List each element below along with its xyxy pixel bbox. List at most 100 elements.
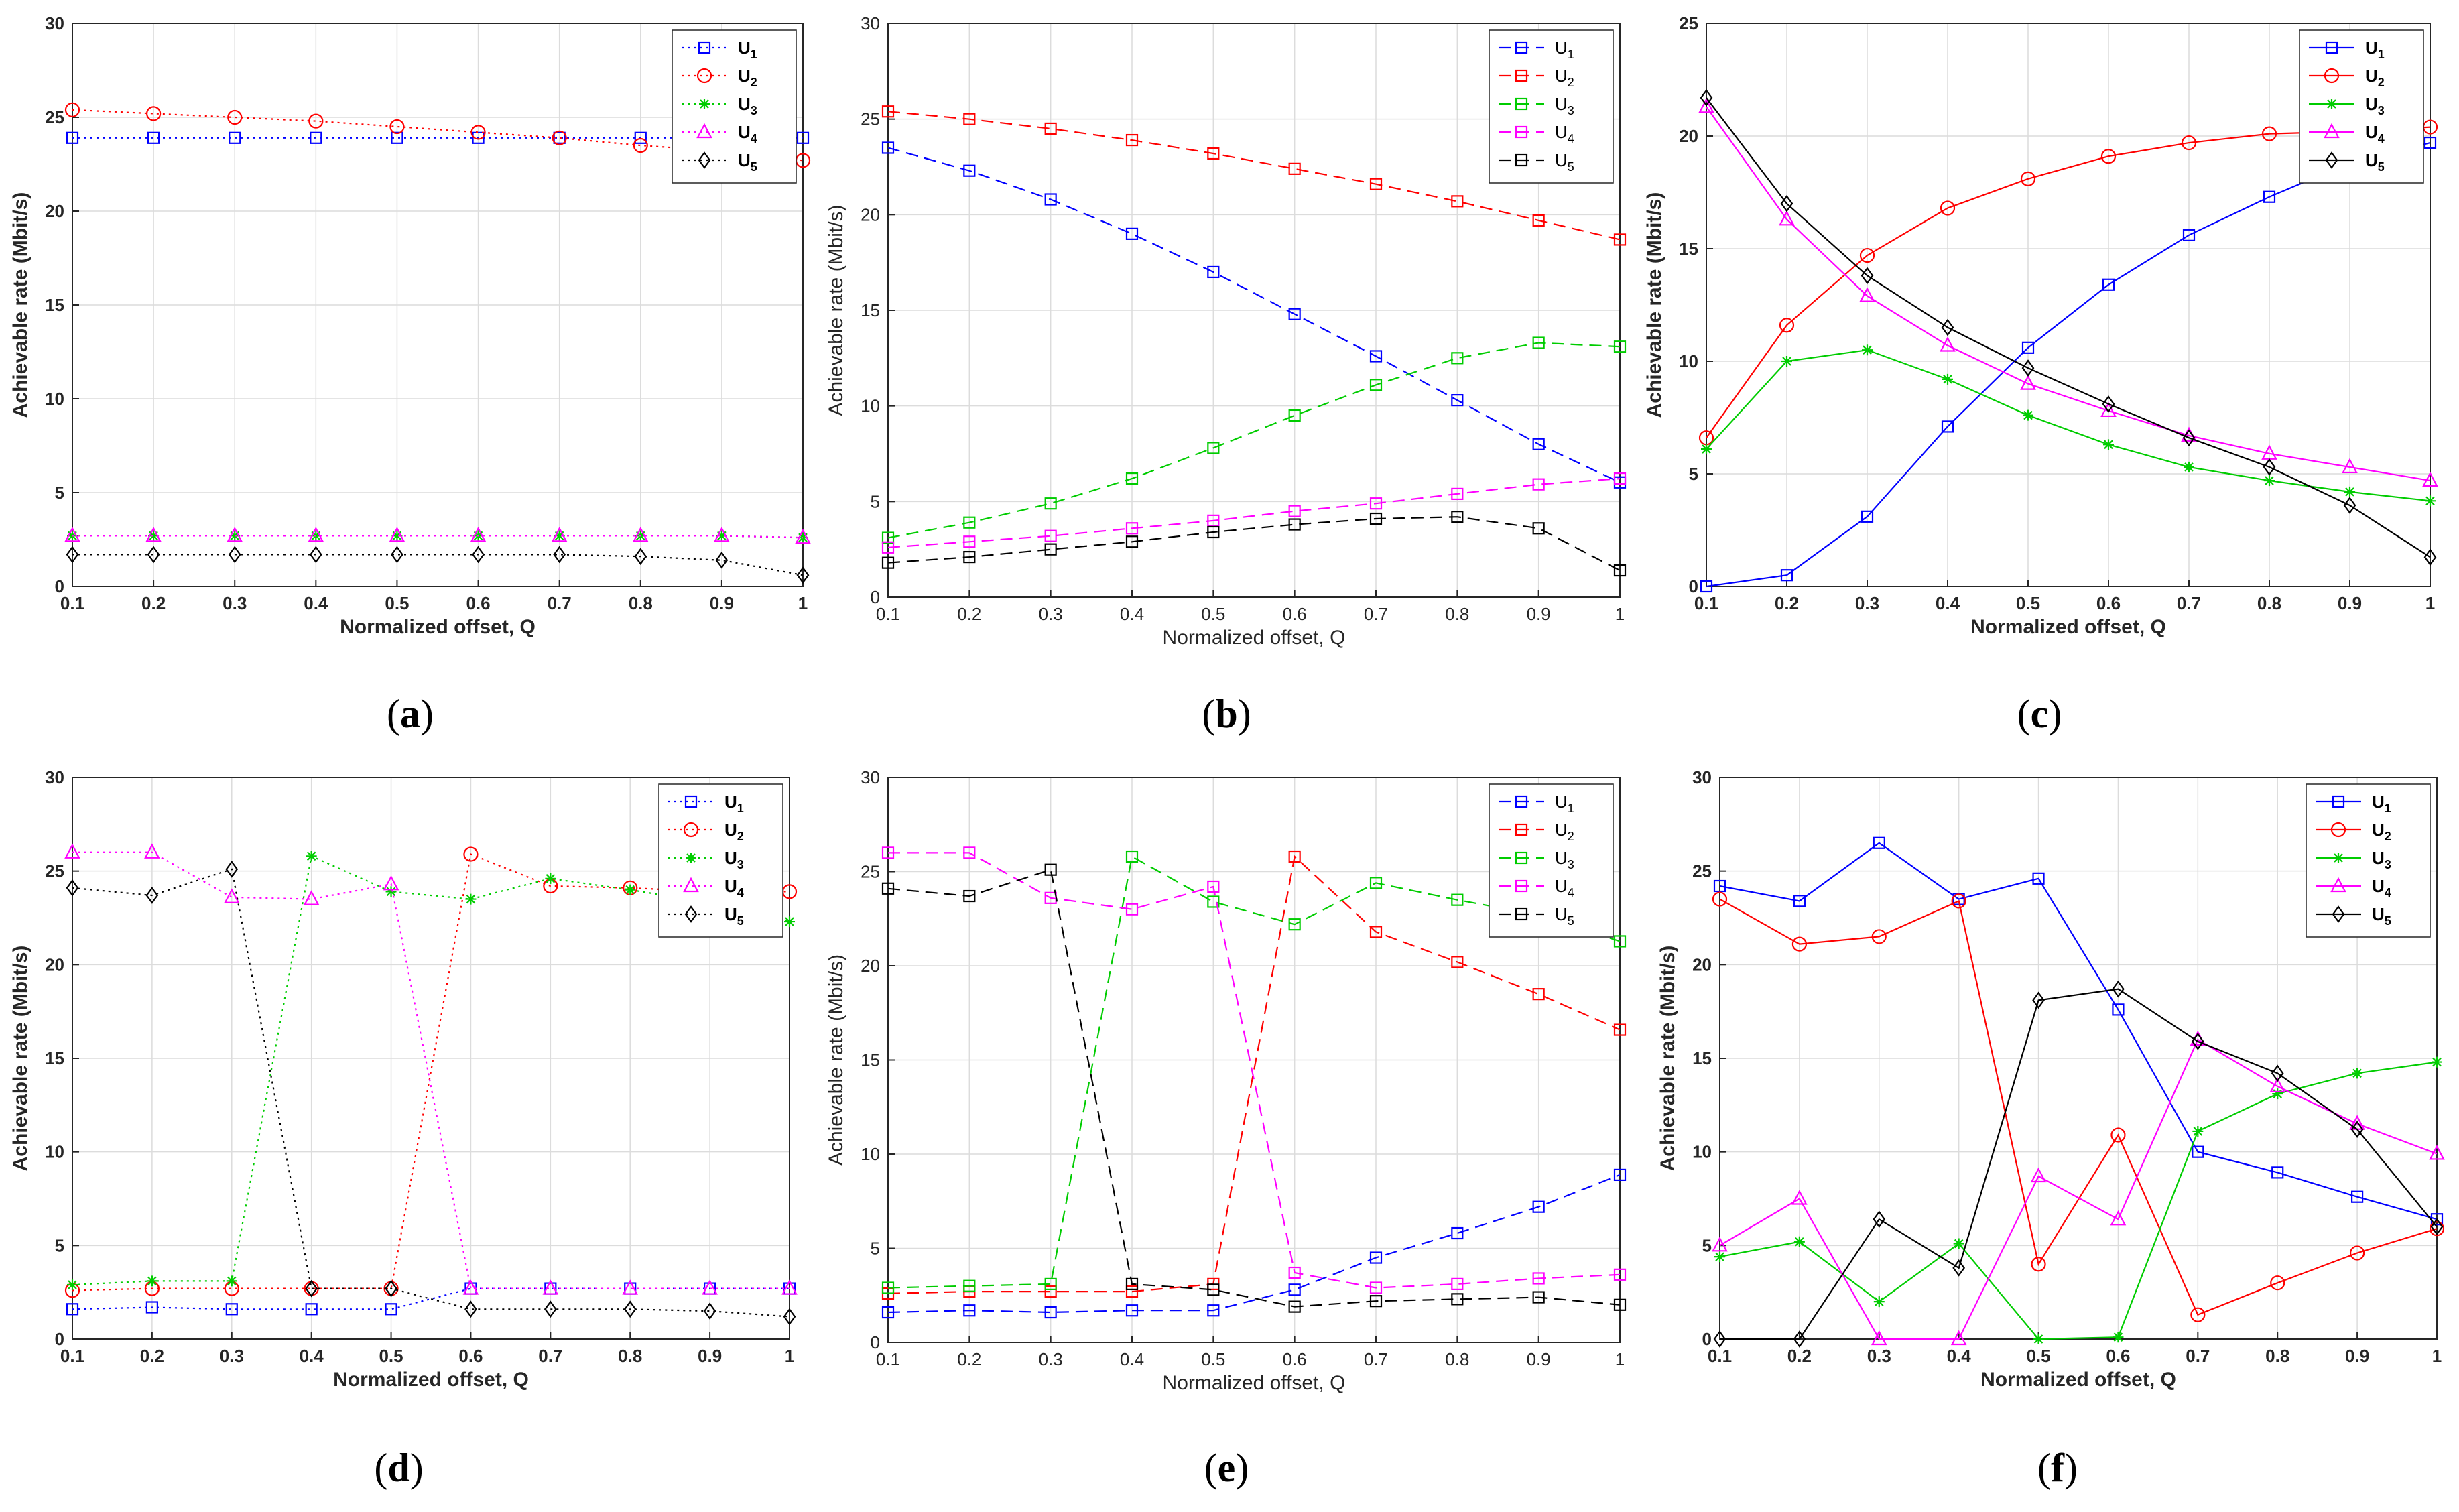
series-marker (1369, 512, 1383, 525)
series-marker (229, 530, 241, 542)
y-tick-label: 15 (861, 1050, 880, 1070)
x-tick-label: 0.1 (60, 1346, 84, 1366)
series-marker (2270, 1275, 2285, 1291)
series-marker (2102, 278, 2115, 291)
series-marker (1125, 472, 1139, 485)
series-marker (1714, 1251, 1725, 1263)
series-marker (1044, 122, 1057, 135)
series-marker (2326, 99, 2337, 109)
series-marker (2324, 68, 2340, 84)
series-marker (472, 546, 485, 564)
series-marker (1532, 438, 1545, 450)
y-tick-label: 10 (45, 1142, 64, 1162)
x-tick-label: 0.8 (1445, 604, 1469, 624)
series-marker (545, 873, 556, 884)
legend-label: U3 (2365, 94, 2385, 117)
series-marker (1791, 1190, 1808, 1205)
series-marker (309, 546, 322, 564)
series-marker (2344, 486, 2355, 497)
series-marker (881, 541, 895, 554)
series-marker (963, 536, 976, 548)
series-marker (1613, 1268, 1627, 1281)
series-marker (963, 1304, 976, 1317)
series-marker (1613, 1298, 1627, 1311)
series-marker (391, 131, 403, 144)
chart-panel-3: 0.1 0.2 0.3 0.4 0.5 0.6 0.7 0.8 0.9 10510152025No… (1643, 13, 2438, 736)
series-marker (881, 882, 895, 895)
series-marker (963, 846, 976, 859)
series-marker (1451, 394, 1464, 407)
series-marker (1532, 1200, 1545, 1213)
series-marker (1369, 178, 1383, 190)
series-marker (1288, 162, 1301, 175)
legend-label: U5 (738, 150, 757, 174)
series-marker (1288, 1266, 1301, 1279)
series-marker (310, 530, 322, 542)
x-tick-label: 0.6 (2106, 1346, 2130, 1366)
series-marker (464, 1300, 477, 1318)
series-marker (226, 1275, 237, 1287)
x-tick-label: 0.7 (1364, 604, 1388, 624)
series-marker (881, 105, 895, 118)
series-marker (634, 548, 647, 566)
x-tick-label: 0.9 (1527, 604, 1551, 624)
panel-label: (f) (2037, 1446, 2078, 1490)
legend-label: U4 (738, 122, 757, 145)
y-tick-label: 25 (861, 862, 880, 882)
x-tick-label: 0.8 (2265, 1346, 2289, 1366)
series-line (1719, 842, 2438, 1220)
x-tick-label: 0.7 (2186, 1346, 2210, 1366)
legend: U1 U2 U3 U4 U5 (2306, 783, 2431, 938)
series-marker (2110, 1127, 2126, 1143)
series-marker (551, 527, 568, 542)
series-marker (2351, 1190, 2364, 1203)
y-axis-label: Achievable rate (Mbit/s) (1643, 192, 1665, 418)
panel-label: (b) (1202, 692, 1251, 736)
series-marker (1288, 505, 1301, 517)
series-marker (1713, 1330, 1726, 1348)
series-marker (1532, 1272, 1545, 1285)
series-marker (228, 546, 241, 564)
series-marker (1871, 929, 1887, 944)
series-marker (2425, 495, 2436, 507)
series-marker (2325, 41, 2338, 54)
x-tick-label: 0.2 (140, 1346, 164, 1366)
series-marker (2430, 1218, 2444, 1236)
series-marker (1451, 956, 1464, 968)
series-marker (1125, 1285, 1139, 1298)
x-tick-label: 0.1 (876, 1349, 900, 1369)
series-marker (625, 884, 636, 895)
y-tick-label: 20 (1679, 126, 1698, 146)
legend-box (2306, 783, 2431, 938)
y-tick-label: 30 (45, 767, 64, 788)
series-marker (2113, 1332, 2124, 1343)
series-marker (783, 1308, 796, 1326)
y-tick-label: 20 (1692, 954, 1712, 974)
series-marker (1940, 336, 1956, 352)
series-marker (553, 546, 566, 564)
series-marker (963, 1279, 976, 1292)
series-marker (2263, 458, 2276, 476)
series-marker (2350, 1121, 2364, 1139)
series-U3 (67, 850, 795, 1290)
series-marker (784, 916, 795, 928)
x-tick-label: 0.2 (141, 593, 166, 613)
series-marker (1613, 1168, 1627, 1182)
series-marker (1369, 877, 1383, 889)
y-axis-label: Achievable rate (Mbit/s) (9, 192, 31, 418)
series-marker (1701, 444, 1712, 455)
x-tick-label: 0.6 (1283, 604, 1307, 624)
series-marker (1125, 227, 1139, 240)
legend-box (2299, 29, 2424, 184)
series-marker (1532, 988, 1545, 1001)
series-marker (1288, 1300, 1301, 1313)
series-marker (1451, 352, 1464, 365)
series-marker (1532, 214, 1545, 227)
series-marker (1515, 907, 1528, 921)
series-marker (696, 68, 712, 84)
series-marker (1044, 193, 1057, 206)
series-marker (683, 822, 699, 838)
series-marker (306, 850, 317, 862)
series-marker (1953, 1238, 1964, 1249)
series-marker (66, 131, 79, 144)
